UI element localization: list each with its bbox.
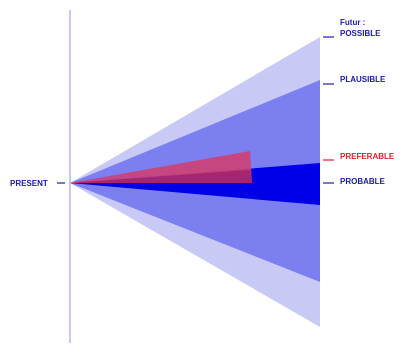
futur-label: Futur : xyxy=(340,18,365,27)
possible-label: POSSIBLE xyxy=(340,29,381,38)
preferable-label: PREFERABLE xyxy=(340,152,395,161)
present-label: PRESENT xyxy=(10,179,48,188)
probable-label: PROBABLE xyxy=(340,177,386,186)
preferable-cone-overlap xyxy=(70,170,252,183)
plausible-label: PLAUSIBLE xyxy=(340,75,386,84)
probable-cone xyxy=(70,163,320,205)
